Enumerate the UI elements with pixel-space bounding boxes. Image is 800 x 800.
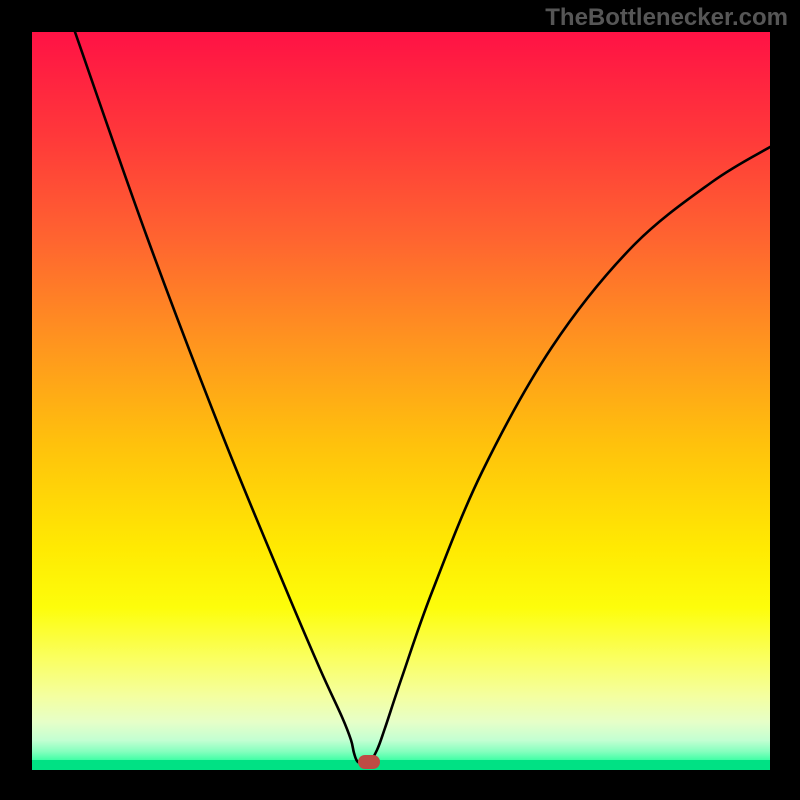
minimum-marker — [358, 755, 380, 769]
green-bottom-band — [32, 760, 770, 770]
plot-area — [32, 32, 770, 770]
frame: TheBottlenecker.com — [0, 0, 800, 800]
watermark-text: TheBottlenecker.com — [545, 4, 788, 32]
